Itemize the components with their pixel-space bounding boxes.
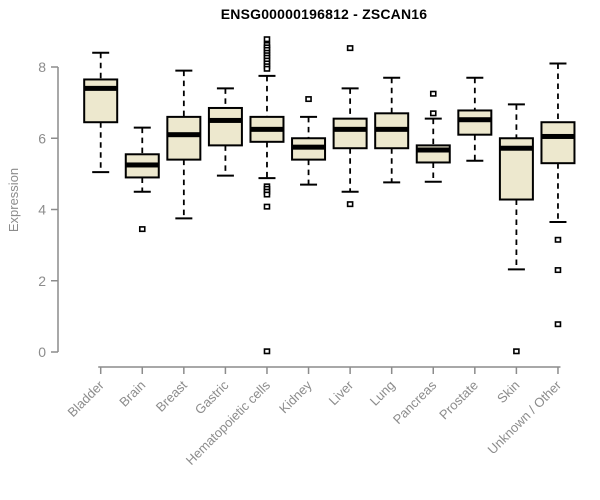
median-line xyxy=(84,85,118,91)
chart-title: ENSG00000196812 - ZSCAN16 xyxy=(220,6,428,22)
box-group xyxy=(207,87,243,177)
outlier-point xyxy=(305,96,312,103)
iqr-box xyxy=(166,115,202,161)
outlier-point xyxy=(554,236,562,243)
outlier-point xyxy=(554,267,562,274)
median-line xyxy=(125,162,159,168)
x-tick-label: Bladder xyxy=(65,377,108,420)
median-line xyxy=(333,126,367,132)
iqr-box xyxy=(207,106,243,147)
iqr-box xyxy=(332,117,368,150)
x-tick-label: Skin xyxy=(494,378,522,406)
x-tick-label: Lung xyxy=(367,378,398,409)
outlier-point xyxy=(513,348,520,355)
box-group xyxy=(540,62,576,328)
outlier-point xyxy=(346,201,354,208)
x-tick-label: Prostate xyxy=(436,378,481,423)
y-tick-label: 2 xyxy=(38,273,46,289)
x-tick-label: Breast xyxy=(153,377,190,414)
median-line xyxy=(375,126,409,132)
iqr-box xyxy=(457,109,493,136)
x-tick-label: Kidney xyxy=(276,377,315,416)
box-group xyxy=(457,76,493,162)
box-group xyxy=(332,45,368,208)
box-group xyxy=(291,96,327,186)
x-tick-label: Pancreas xyxy=(390,377,440,427)
median-line xyxy=(541,133,575,139)
x-tick-label: Brain xyxy=(116,378,148,410)
y-tick-label: 0 xyxy=(38,344,46,360)
outlier-point xyxy=(429,90,437,97)
y-tick-label: 6 xyxy=(38,130,46,146)
median-line xyxy=(250,126,284,132)
box-group xyxy=(83,51,119,174)
median-line xyxy=(416,147,450,153)
iqr-box xyxy=(540,121,576,165)
y-tick-label: 8 xyxy=(38,59,46,75)
outlier-point xyxy=(138,226,146,233)
outlier-point xyxy=(263,36,271,43)
box-group xyxy=(249,36,285,355)
outlier-point xyxy=(263,65,271,72)
box-group xyxy=(374,76,410,184)
median-line xyxy=(167,132,201,138)
median-line xyxy=(499,145,533,151)
median-line xyxy=(292,144,326,150)
outlier-point xyxy=(263,191,271,198)
outlier-point xyxy=(346,45,354,52)
median-line xyxy=(208,117,242,123)
box-group xyxy=(415,90,451,183)
median-line xyxy=(458,117,492,123)
outlier-point xyxy=(263,203,271,210)
outlier-point xyxy=(429,110,437,117)
box-group xyxy=(498,103,534,355)
outlier-point xyxy=(263,348,271,355)
x-tick-label: Unknown / Other xyxy=(485,377,565,457)
x-tick-label: Liver xyxy=(326,377,357,408)
box-group xyxy=(166,69,202,220)
x-tick-label: Gastric xyxy=(192,377,232,417)
y-tick-label: 4 xyxy=(38,202,46,218)
outlier-point xyxy=(554,321,562,328)
box-group xyxy=(124,126,160,233)
